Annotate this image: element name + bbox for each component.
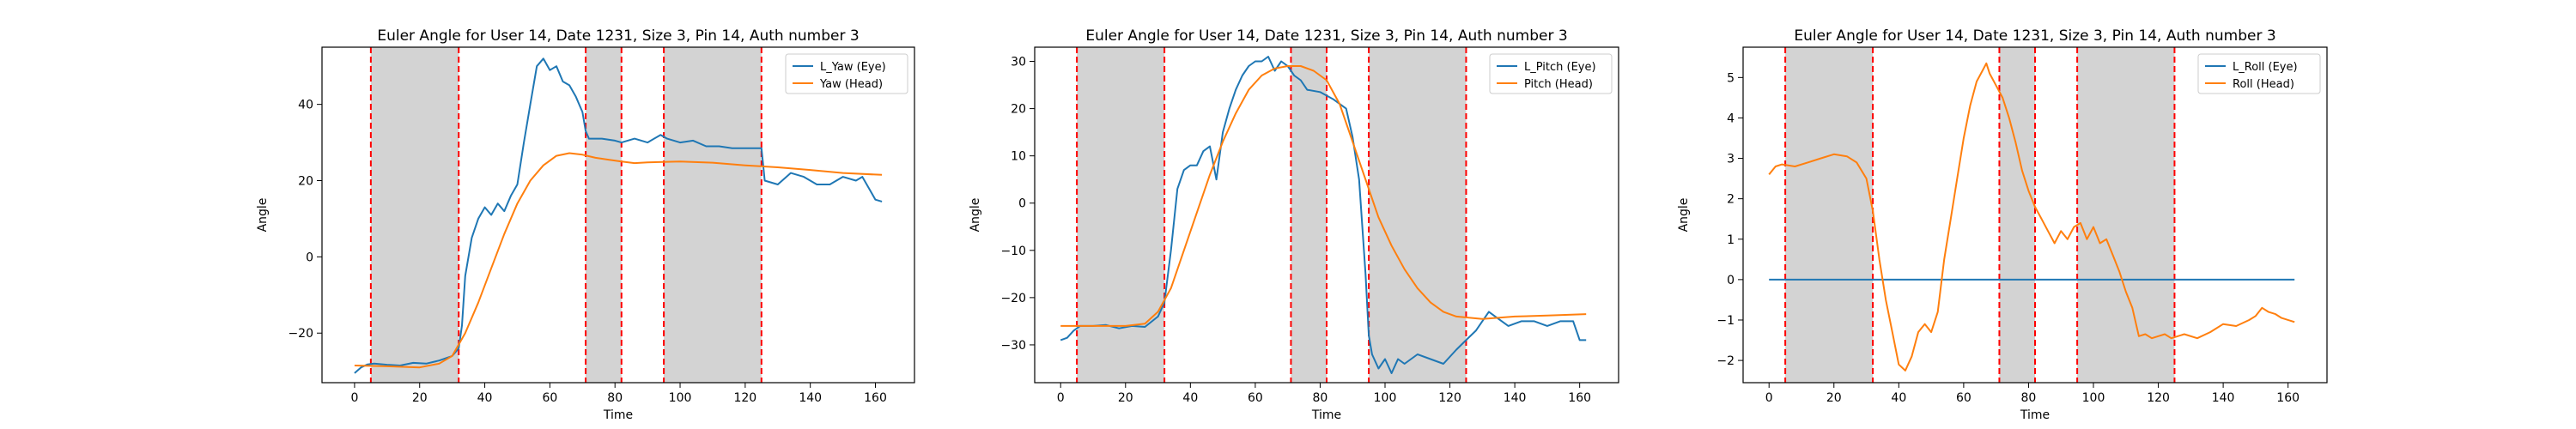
y-tick-label: −20 bbox=[1000, 292, 1026, 305]
y-axis-label: Angle bbox=[969, 198, 982, 233]
x-axis-label: Time bbox=[1311, 408, 1341, 422]
axes-frame bbox=[321, 46, 915, 384]
y-tick-label: 30 bbox=[1011, 56, 1026, 69]
shaded-interval bbox=[1369, 47, 1467, 383]
legend-label: Pitch (Head) bbox=[1524, 78, 1593, 91]
y-tick-label: 2 bbox=[1727, 193, 1735, 207]
x-tick-label: 160 bbox=[2276, 391, 2300, 405]
x-tick-label: 120 bbox=[733, 391, 756, 405]
y-tick-label: 40 bbox=[298, 99, 313, 112]
x-tick-label: 140 bbox=[799, 391, 822, 405]
x-axis-label: Time bbox=[603, 408, 633, 422]
x-tick-label: 40 bbox=[1182, 391, 1198, 405]
x-tick-label: 80 bbox=[2021, 391, 2037, 405]
x-tick-label: 100 bbox=[669, 391, 692, 405]
shaded-interval bbox=[1999, 47, 2035, 383]
y-tick-label: 10 bbox=[1011, 150, 1026, 164]
x-tick-label: 60 bbox=[1956, 391, 1971, 405]
legend: L_Yaw (Eye) Yaw (Head) bbox=[785, 53, 908, 94]
shaded-interval bbox=[1785, 47, 1874, 383]
y-tick-label: 20 bbox=[298, 175, 313, 189]
legend-label: L_Yaw (Eye) bbox=[820, 61, 886, 74]
legend-label: Roll (Head) bbox=[2233, 78, 2294, 91]
y-tick-label: 1 bbox=[1727, 233, 1735, 247]
x-axis-label: Time bbox=[2020, 408, 2050, 422]
axes-frame bbox=[1034, 46, 1619, 384]
x-tick-label: 0 bbox=[350, 391, 358, 405]
x-tick-label: 100 bbox=[1374, 391, 1397, 405]
y-tick-label: 20 bbox=[1011, 103, 1026, 117]
y-axis-label: Angle bbox=[1677, 198, 1691, 233]
series-line-2 bbox=[1768, 62, 2295, 372]
x-tick-label: 20 bbox=[1826, 391, 1842, 405]
legend-label: Yaw (Head) bbox=[819, 78, 883, 91]
chart-title: Euler Angle for User 14, Date 1231, Size… bbox=[377, 27, 859, 45]
x-tick-label: 40 bbox=[477, 391, 493, 405]
x-tick-label: 140 bbox=[1504, 391, 1527, 405]
y-tick-label: −1 bbox=[1716, 314, 1735, 328]
y-tick-label: 0 bbox=[1018, 197, 1026, 211]
chart-panel-2: 0 20 40 60 80 100 120 140 160 −30 −20 −10 0 10 20 30 Eul… bbox=[969, 27, 1619, 422]
chart-panel-3: 0 20 40 60 80 100 120 140 160 −2 −1 0 1 2 3 4 5 Euler Ang… bbox=[1677, 27, 2328, 422]
x-tick-label: 120 bbox=[1438, 391, 1461, 405]
y-tick-label: 5 bbox=[1727, 71, 1735, 85]
legend-label: L_Roll (Eye) bbox=[2233, 61, 2298, 74]
x-tick-label: 0 bbox=[1765, 391, 1773, 405]
x-tick-label: 60 bbox=[542, 391, 557, 405]
y-axis-label: Angle bbox=[256, 198, 270, 233]
x-tick-label: 120 bbox=[2147, 391, 2170, 405]
x-tick-label: 80 bbox=[607, 391, 623, 405]
legend-box bbox=[785, 53, 908, 94]
x-tick-label: 60 bbox=[1248, 391, 1263, 405]
y-tick-label: 4 bbox=[1727, 112, 1735, 125]
y-tick-label: 0 bbox=[306, 251, 313, 264]
series-line-1 bbox=[354, 57, 883, 374]
legend-box bbox=[2197, 53, 2321, 94]
x-tick-label: 140 bbox=[2212, 391, 2235, 405]
chart-title: Euler Angle for User 14, Date 1231, Size… bbox=[1794, 27, 2275, 45]
x-tick-label: 0 bbox=[1057, 391, 1065, 405]
chart-panel-1: 0 20 40 60 80 100 120 140 160 −20 0 20 40 Euler Angle… bbox=[256, 27, 915, 422]
shaded-interval bbox=[370, 47, 459, 383]
y-tick-label: 0 bbox=[1727, 274, 1735, 287]
y-tick-label: −2 bbox=[1716, 354, 1735, 368]
shaded-interval bbox=[586, 47, 622, 383]
legend-label: L_Pitch (Eye) bbox=[1524, 61, 1596, 74]
y-tick-label: 3 bbox=[1727, 153, 1735, 166]
shaded-interval bbox=[1077, 47, 1165, 383]
legend: L_Pitch (Eye) Pitch (Head) bbox=[1489, 53, 1613, 94]
legend: L_Roll (Eye) Roll (Head) bbox=[2197, 53, 2321, 94]
shaded-interval bbox=[1291, 47, 1327, 383]
x-tick-label: 160 bbox=[864, 391, 887, 405]
x-tick-label: 80 bbox=[1313, 391, 1328, 405]
chart-title: Euler Angle for User 14, Date 1231, Size… bbox=[1085, 27, 1567, 45]
shaded-interval bbox=[2077, 47, 2175, 383]
series-line-2 bbox=[1060, 65, 1587, 327]
shaded-interval bbox=[664, 47, 762, 383]
x-tick-label: 100 bbox=[2082, 391, 2105, 405]
legend-box bbox=[1489, 53, 1613, 94]
y-tick-label: −30 bbox=[1000, 339, 1026, 353]
series-line-1 bbox=[1060, 56, 1587, 374]
x-tick-label: 160 bbox=[1568, 391, 1591, 405]
x-tick-label: 20 bbox=[1118, 391, 1133, 405]
x-tick-label: 20 bbox=[412, 391, 428, 405]
series-line-2 bbox=[354, 152, 883, 369]
axes-frame bbox=[1742, 46, 2328, 384]
y-tick-label: −20 bbox=[288, 327, 313, 341]
x-tick-label: 40 bbox=[1891, 391, 1906, 405]
y-tick-label: −10 bbox=[1000, 245, 1026, 258]
